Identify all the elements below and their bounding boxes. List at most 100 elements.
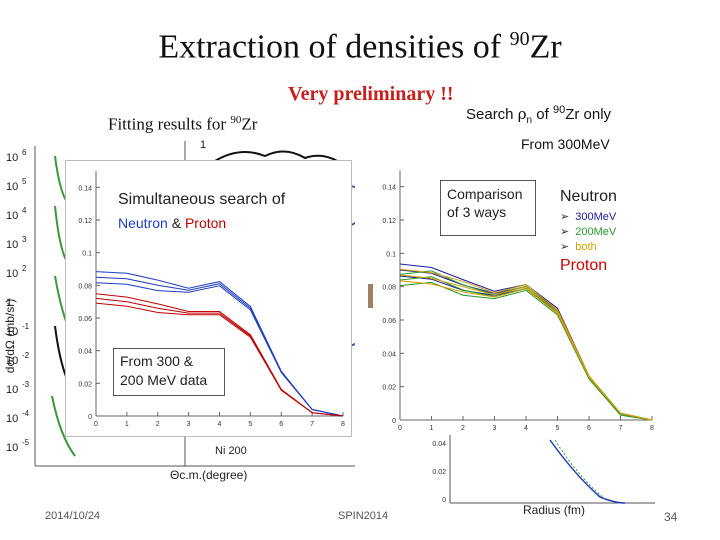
series-line-both <box>399 274 653 421</box>
series-line-both <box>399 268 653 421</box>
y-tick-label: 0.04 <box>78 349 92 356</box>
x-tick-label: 7 <box>310 421 314 428</box>
marker-bar <box>368 284 373 308</box>
x-tick-label: 5 <box>248 421 252 428</box>
log-tick-label: 1 <box>6 297 12 309</box>
inset-curve <box>549 439 626 504</box>
log-tick-exponent: -5 <box>22 438 30 447</box>
log-tick-label: 10 <box>6 239 18 251</box>
log-tick-label: 10 <box>6 442 18 454</box>
legend-item-200: ➢ 200MeV <box>560 225 670 239</box>
from-data-box: From 300 & 200 MeV data <box>113 348 225 396</box>
log-tick-exponent: -4 <box>22 409 30 418</box>
fitting-tail: Zr <box>241 114 258 134</box>
x-tick-label: 1 <box>125 421 129 428</box>
arrow-right-icon: ➢ <box>560 211 570 223</box>
legend-item-300: ➢ 300MeV <box>560 210 670 224</box>
log-tick-label: 10 <box>6 413 18 425</box>
comparison-box: Comparison of 3 ways <box>440 180 536 236</box>
x-tick-label: 8 <box>650 425 654 432</box>
ni-label: Ni 200 <box>215 445 247 457</box>
legend-item-both: ➢ both <box>560 240 670 254</box>
log-tick-exponent: 5 <box>22 177 27 186</box>
search-sup: 90 <box>552 104 566 116</box>
top-tick-label: 1 <box>200 139 206 151</box>
proton-word: Proton <box>184 215 227 231</box>
x-tick-label: 6 <box>279 421 283 428</box>
xsec-ylabel: dσ/dΩ (mb/sr) <box>3 299 17 373</box>
preliminary-note: Very preliminary !! <box>288 83 454 105</box>
y-tick-label: 0.14 <box>78 185 92 192</box>
simultaneous-search-box: Simultaneous search of Neutron & Proton <box>108 183 346 245</box>
fitting-prefix: Fitting results for <box>108 114 231 134</box>
x-tick-label: 4 <box>524 425 528 432</box>
y-tick-label: 0.12 <box>382 218 396 225</box>
x-ticks: 0 1 2 3 4 5 6 7 8 <box>94 412 345 428</box>
x-tick-label: 2 <box>156 421 160 428</box>
log-tick-exponent: -2 <box>22 351 30 360</box>
arrow-right-icon: ➢ <box>560 226 570 238</box>
y-tick-label: 0.06 <box>382 318 396 325</box>
inset-y-tick-label: 0 <box>442 497 446 504</box>
title-tail: Zr <box>529 28 562 66</box>
amp-word: & <box>167 215 185 231</box>
y-tick-label: 0.1 <box>82 251 92 258</box>
slide-title: Extraction of densities of 90Zr <box>0 28 720 66</box>
series-line-300mev <box>399 263 653 421</box>
series-line-200mev <box>399 276 653 421</box>
y-tick-label: 0.02 <box>382 385 396 392</box>
search-rho: ρ <box>517 105 527 123</box>
log-tick-exponent: -1 <box>22 322 30 331</box>
x-tick-label: 0 <box>398 425 402 432</box>
log-tick-label: 10 <box>6 384 18 396</box>
title-superscript: 90 <box>509 28 530 50</box>
x-tick-label: 3 <box>187 421 191 428</box>
footer-conference: SPIN2014 <box>338 510 389 522</box>
series-line-200mev <box>399 270 653 421</box>
footer-date: 2014/10/24 <box>45 510 101 522</box>
x-tick-label: 6 <box>587 425 591 432</box>
comparison-text: Comparison of 3 ways <box>447 186 523 220</box>
y-tick-label: 0.06 <box>78 316 92 323</box>
x-tick-label: 8 <box>341 421 345 428</box>
search-tail: Zr only <box>565 106 612 123</box>
x-tick-label: 7 <box>619 425 623 432</box>
search-label: Search ρn of 90Zr only <box>466 104 611 126</box>
log-tick-label: 10 <box>6 181 18 193</box>
legend-item-label: 200MeV <box>575 225 617 238</box>
title-text: Extraction of densities of <box>158 28 510 66</box>
from-data-text: From 300 & 200 MeV data <box>120 353 208 388</box>
log-tick-label: 10 <box>6 152 18 164</box>
neutron-word: Neutron <box>118 215 168 231</box>
series-line-neutron <box>95 271 344 417</box>
fit-curve <box>214 150 346 167</box>
log-tick-exponent: -3 <box>22 380 30 389</box>
y-tick-label: 0 <box>392 418 396 425</box>
radius-inset-plot: 0.04 0.02 0 <box>432 435 655 504</box>
log-tick-exponent: 6 <box>22 148 27 157</box>
legend-item-label: 300MeV <box>575 210 617 223</box>
log-axis-ticks: 10 6 10 5 10 4 10 3 10 2 1 10 -1 10 -2 10 -3 10 -4 10 -5 <box>6 148 30 454</box>
legend-neutron: Neutron <box>560 188 617 205</box>
search-prefix: Search <box>466 106 518 123</box>
xsec-xlabel: Θc.m.(degree) <box>170 468 247 482</box>
fitting-results-label: Fitting results for 90Zr <box>108 114 257 135</box>
log-tick-exponent: 2 <box>22 264 27 273</box>
y-tick-label: 0.08 <box>382 285 396 292</box>
inset-y-tick-label: 0.04 <box>432 441 446 448</box>
arrow-right-icon: ➢ <box>560 241 570 253</box>
x-tick-label: 0 <box>94 421 98 428</box>
radius-label: Radius (fm) <box>523 503 586 517</box>
series-line-200mev <box>399 281 653 421</box>
y-tick-label: 0.12 <box>78 218 92 225</box>
series-line-300mev <box>399 275 653 421</box>
x-tick-label: 3 <box>493 425 497 432</box>
fitting-sup: 90 <box>230 114 242 126</box>
legend-item-label: both <box>575 240 597 253</box>
series-line-proton <box>95 293 344 417</box>
search-sub: n <box>526 115 533 126</box>
log-tick-exponent: 4 <box>22 206 27 215</box>
x-tick-label: 5 <box>556 425 560 432</box>
search-mid: of <box>532 106 553 123</box>
inset-curve <box>554 439 606 500</box>
